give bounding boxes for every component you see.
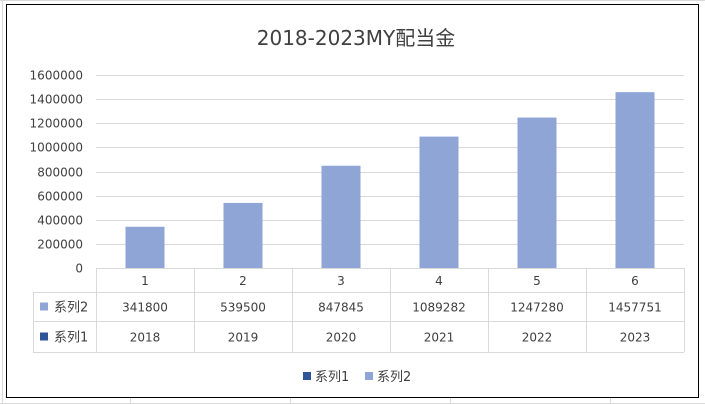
y-tick-label: 600000 bbox=[37, 190, 83, 204]
table-cell: 341800 bbox=[122, 301, 168, 315]
table-cell: 539500 bbox=[220, 301, 266, 315]
gridlines bbox=[96, 75, 684, 269]
y-tick-label: 1200000 bbox=[30, 117, 83, 131]
y-tick-label: 200000 bbox=[37, 238, 83, 252]
bar bbox=[419, 136, 459, 268]
table-cell: 1247280 bbox=[510, 301, 563, 315]
bar bbox=[321, 165, 361, 268]
table-cell: 1457751 bbox=[608, 301, 661, 315]
legend-key bbox=[365, 372, 373, 380]
table-cell: 1089282 bbox=[412, 301, 465, 315]
bar bbox=[517, 117, 557, 269]
data-table: 1 2 3 4 5 6 系列2 341800 539500 847845 1089282 124728… bbox=[33, 268, 685, 353]
chart-svg: 2018-2023MY配当金 0 200000 400000 600000 800000… bbox=[30, 26, 685, 385]
legend-label: 系列1 bbox=[315, 370, 349, 385]
category-label: 4 bbox=[435, 274, 443, 288]
table-series-name: 系列2 bbox=[54, 301, 88, 316]
category-label: 3 bbox=[337, 274, 345, 288]
legend-label: 系列2 bbox=[377, 370, 411, 385]
table-cell: 847845 bbox=[318, 301, 364, 315]
category-label: 1 bbox=[141, 274, 149, 288]
table-cell: 2022 bbox=[522, 331, 553, 345]
category-label: 5 bbox=[533, 274, 541, 288]
y-axis: 0 200000 400000 600000 800000 1000000 1200000 1… bbox=[30, 69, 83, 276]
bar bbox=[615, 92, 655, 268]
legend-key bbox=[303, 372, 311, 380]
table-cell: 2019 bbox=[228, 331, 259, 345]
category-label: 2 bbox=[239, 274, 247, 288]
y-tick-label: 1600000 bbox=[30, 69, 83, 83]
y-tick-label: 800000 bbox=[37, 166, 83, 180]
bar bbox=[223, 202, 263, 268]
legend: 系列1 系列2 bbox=[303, 370, 411, 385]
table-legend-key bbox=[40, 332, 48, 341]
chart-title: 2018-2023MY配当金 bbox=[257, 26, 456, 50]
table-cell: 2021 bbox=[424, 331, 455, 345]
y-tick-label: 1000000 bbox=[30, 141, 83, 155]
y-tick-label: 0 bbox=[75, 262, 83, 276]
y-tick-label: 400000 bbox=[37, 214, 83, 228]
category-label: 6 bbox=[631, 274, 639, 288]
table-cell: 2023 bbox=[620, 331, 651, 345]
table-legend-key bbox=[40, 302, 48, 311]
table-series-name: 系列1 bbox=[54, 331, 88, 346]
chart-area[interactable]: 2018-2023MY配当金 0 200000 400000 600000 800000… bbox=[6, 4, 699, 398]
y-tick-label: 1400000 bbox=[30, 93, 83, 107]
table-cell: 2020 bbox=[326, 331, 357, 345]
bar bbox=[125, 226, 165, 268]
table-cell: 2018 bbox=[130, 331, 161, 345]
bars bbox=[125, 92, 655, 269]
